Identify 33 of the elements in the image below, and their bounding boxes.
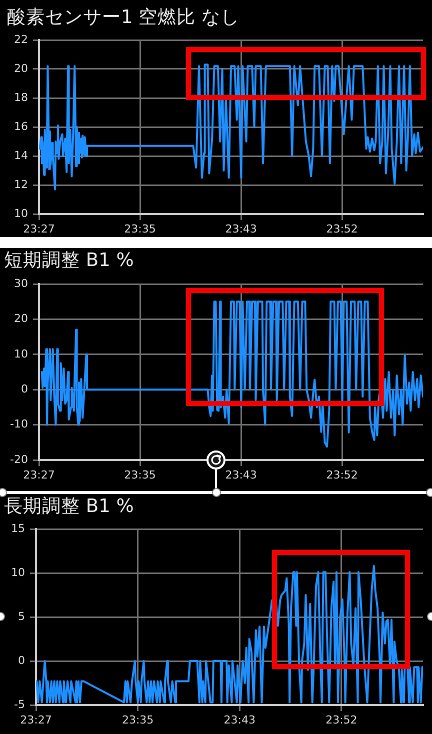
x-tick-label: 23:52 <box>326 468 358 482</box>
y-tick-label: 16 <box>14 120 28 133</box>
x-tick-label: 23:35 <box>124 468 156 482</box>
y-tick-label: 15 <box>11 522 25 535</box>
x-tick-label: 23:27 <box>23 468 55 482</box>
y-tick-label: 20 <box>14 62 28 75</box>
y-tick-label: -20 <box>10 452 28 466</box>
x-tick-label: 23:43 <box>225 468 257 482</box>
y-tick-label: 5 <box>18 610 25 623</box>
x-tick-label: 23:35 <box>122 713 154 726</box>
y-tick-label: 18 <box>14 90 28 104</box>
y-tick-label: 0 <box>18 654 25 667</box>
chart-title: 酸素センサー1 空燃比 なし <box>7 6 240 29</box>
y-tick-label: 20 <box>14 312 28 326</box>
x-tick-label: 23:27 <box>20 713 52 726</box>
x-tick-label: 23:52 <box>326 713 358 726</box>
y-tick-label: 10 <box>11 566 25 579</box>
x-tick-label: 23:43 <box>225 222 257 236</box>
y-tick-label: 22 <box>14 32 28 46</box>
chart-title: 短期調整 B1 % <box>4 249 134 272</box>
y-tick-label: 0 <box>21 382 28 396</box>
y-tick-label: 12 <box>14 178 28 191</box>
y-tick-label: 30 <box>14 276 28 290</box>
chart-title: 長期調整 B1 % <box>4 495 134 518</box>
y-tick-label: -5 <box>14 698 25 711</box>
x-tick-label: 23:35 <box>124 222 156 236</box>
y-tick-label: -10 <box>10 418 28 431</box>
x-tick-label: 23:43 <box>224 713 256 726</box>
x-tick-label: 23:52 <box>326 222 358 236</box>
y-tick-label: 10 <box>14 206 28 220</box>
y-tick-label: 10 <box>14 347 28 360</box>
x-tick-label: 23:27 <box>23 222 55 236</box>
y-tick-label: 14 <box>14 148 28 162</box>
